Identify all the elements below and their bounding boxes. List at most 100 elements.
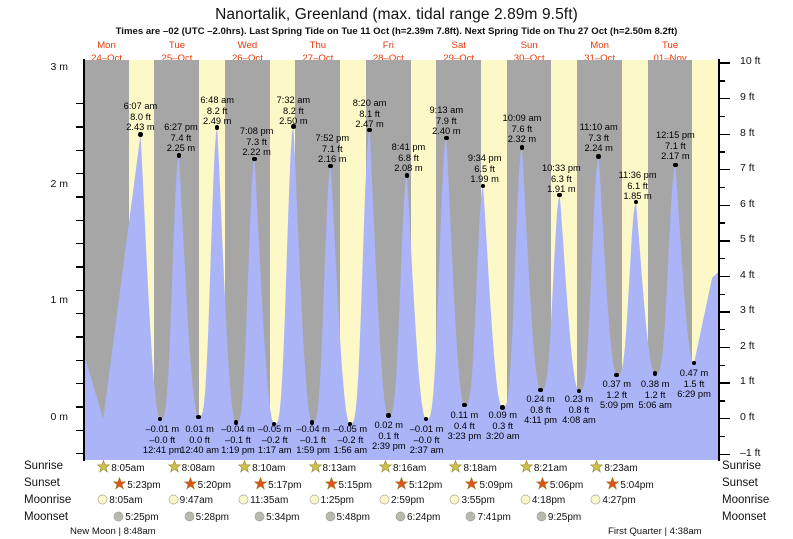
y-axis-right-label: 10 ft bbox=[740, 55, 761, 68]
day-weekday: Sat bbox=[451, 40, 466, 51]
y-axis-left-label: 2 m bbox=[50, 177, 68, 190]
moonrise-moon-icon bbox=[379, 494, 390, 505]
y-tick-right bbox=[720, 240, 730, 242]
day-date: 26–Oct bbox=[231, 52, 263, 64]
moonrise-time: 2:59pm bbox=[391, 495, 425, 506]
moonrise-cell: 3:55pm bbox=[449, 494, 495, 506]
moonrise-time: 4:27pm bbox=[602, 495, 636, 506]
moonrise-time: 11:35am bbox=[250, 495, 289, 506]
y-tick-left bbox=[76, 336, 83, 338]
moonrise-moon-icon bbox=[97, 494, 108, 505]
day-header: Wed 26–Oct bbox=[205, 40, 289, 66]
y-tick-left bbox=[76, 406, 83, 408]
day-date: 31–Oct bbox=[584, 52, 616, 64]
y-axis-right-label: 5 ft bbox=[740, 233, 755, 246]
y-tick-left bbox=[76, 149, 83, 152]
moonrise-cell: 8:05am bbox=[97, 494, 143, 506]
y-tick-right bbox=[720, 257, 725, 260]
moonrise-cell: 9:47am bbox=[168, 494, 213, 506]
y-tick-right bbox=[720, 364, 725, 367]
sunset-star-icon bbox=[606, 477, 620, 490]
y-tick-left bbox=[76, 313, 83, 315]
moonset-time: 9:25pm bbox=[547, 512, 582, 523]
moonrise-moon-icon bbox=[168, 494, 179, 505]
tide-curve-svg bbox=[84, 126, 718, 460]
moonset-cell: 5:25pm bbox=[113, 511, 159, 523]
day-date: 28–Oct bbox=[372, 52, 404, 64]
moonrise-time: 1:25pm bbox=[320, 495, 354, 506]
sunset-star-icon bbox=[324, 477, 338, 490]
y-axis-left-label: 3 m bbox=[50, 61, 68, 73]
day-header: Sat 29–Oct bbox=[417, 40, 501, 66]
moonrise-moon-icon bbox=[309, 494, 319, 505]
sunrise-star-icon bbox=[590, 460, 604, 473]
day-weekday: Mon bbox=[590, 40, 609, 51]
day-weekday: Tue bbox=[662, 40, 679, 51]
sunset-cell: 5:23pm bbox=[113, 477, 161, 491]
row-label-sunrise: Sunrise bbox=[24, 460, 63, 472]
sunrise-star-icon bbox=[167, 460, 181, 473]
y-tick-left bbox=[76, 173, 83, 175]
sunrise-cell: 8:08am bbox=[167, 460, 216, 474]
y-axis-right-label: 1 ft bbox=[740, 375, 755, 388]
sunset-cell: 5:20pm bbox=[183, 477, 231, 491]
moonset-time: 5:28pm bbox=[195, 512, 230, 523]
moonset-cell: 7:41pm bbox=[465, 511, 511, 523]
row-label-sunset: Sunset bbox=[722, 477, 758, 489]
moonset-time: 5:25pm bbox=[125, 512, 159, 523]
sunrise-time: 8:23am bbox=[604, 463, 638, 474]
day-weekday: Sun bbox=[520, 40, 538, 51]
moonset-moon-icon bbox=[254, 511, 265, 522]
sunset-star-icon bbox=[535, 477, 549, 490]
sunrise-cell: 8:21am bbox=[519, 460, 567, 474]
moonset-moon-icon bbox=[325, 511, 335, 522]
y-tick-right bbox=[720, 133, 730, 135]
sunrise-time: 8:18am bbox=[463, 463, 497, 474]
y-tick-left bbox=[76, 103, 83, 105]
y-tick-left bbox=[76, 453, 83, 455]
day-weekday: Thu bbox=[309, 40, 327, 51]
moonrise-time: 9:47am bbox=[179, 495, 214, 506]
sunset-cell: 5:12pm bbox=[395, 477, 442, 491]
y-tick-right bbox=[720, 204, 730, 207]
sunset-time: 5:17pm bbox=[268, 480, 302, 491]
moonrise-time: 4:18pm bbox=[531, 495, 566, 506]
tide-plot-area bbox=[84, 60, 718, 460]
row-label-moonset: Moonset bbox=[722, 511, 767, 523]
y-tick-right bbox=[720, 97, 730, 100]
y-axis-right-label: –1 ft bbox=[740, 446, 761, 459]
moonset-time: 6:24pm bbox=[407, 512, 441, 523]
moonrise-cell: 2:59pm bbox=[379, 494, 424, 506]
day-date: 29–Oct bbox=[443, 52, 475, 64]
y-tick-left bbox=[76, 289, 83, 292]
y-tick-right bbox=[720, 222, 725, 224]
sunset-time: 5:12pm bbox=[409, 480, 443, 491]
moonset-moon-icon bbox=[395, 511, 406, 522]
y-tick-left bbox=[76, 383, 83, 385]
y-axis-left-label: 0 m bbox=[50, 411, 68, 423]
sunset-cell: 5:17pm bbox=[254, 477, 301, 491]
y-axis-right bbox=[718, 59, 720, 461]
y-tick-right bbox=[720, 80, 725, 82]
moonset-cell: 9:25pm bbox=[536, 511, 581, 523]
sunrise-star-icon bbox=[379, 460, 392, 473]
page-subtitle: Times are –02 (UTC –2.0hrs). Last Spring… bbox=[115, 26, 678, 37]
moonset-moon-icon bbox=[113, 511, 124, 522]
sunrise-time: 8:08am bbox=[181, 463, 216, 474]
page-title: Nanortalik, Greenland (max. tidal range … bbox=[215, 6, 578, 23]
y-axis-right-label: 6 ft bbox=[740, 197, 755, 210]
sunset-time: 5:23pm bbox=[127, 480, 161, 491]
sunrise-cell: 8:10am bbox=[238, 460, 285, 474]
sunset-cell: 5:06pm bbox=[535, 477, 584, 491]
y-tick-left bbox=[76, 126, 83, 128]
day-weekday: Mon bbox=[97, 40, 116, 51]
sunset-star-icon bbox=[254, 477, 268, 490]
y-tick-right bbox=[720, 311, 730, 313]
sunrise-star-icon bbox=[238, 460, 252, 473]
moonrise-cell: 4:18pm bbox=[520, 494, 565, 506]
y-tick-left bbox=[76, 359, 83, 362]
y-tick-right bbox=[720, 186, 725, 189]
sunset-time: 5:06pm bbox=[549, 480, 584, 491]
moonset-time: 5:34pm bbox=[266, 512, 300, 523]
day-header: Fri 28–Oct bbox=[346, 40, 430, 66]
